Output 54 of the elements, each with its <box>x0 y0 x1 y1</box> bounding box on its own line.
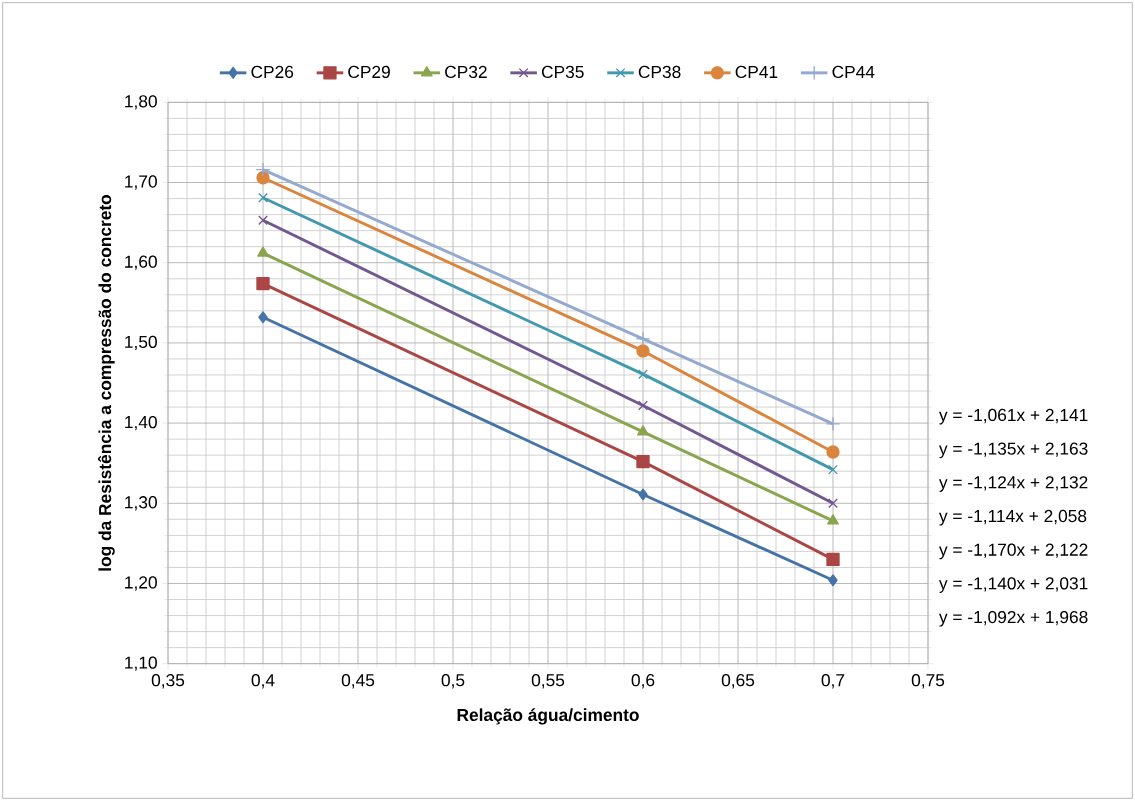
point <box>638 400 648 411</box>
legend-label: CP32 <box>445 65 487 79</box>
point <box>828 464 838 475</box>
x-tick-label: 0,4 <box>251 674 275 689</box>
y-axis-title: log da Resistência a compressão do concreto <box>98 194 115 571</box>
point <box>828 498 838 509</box>
point <box>826 552 840 567</box>
text: y = -1,135x + 2,163 <box>938 442 1088 459</box>
x-tick-label: 0,55 <box>531 674 565 689</box>
text: y = -1,124x + 2,132 <box>938 476 1088 492</box>
x-tick-label: 0,75 <box>911 674 945 689</box>
point <box>638 488 648 501</box>
point <box>636 344 650 358</box>
y-tick-label: 1,60 <box>125 255 157 270</box>
legend-label: CP29 <box>348 65 390 79</box>
x-tick-label: 0,7 <box>821 674 845 689</box>
point <box>635 331 651 347</box>
text: y = -1,170x + 2,122 <box>938 543 1088 560</box>
y-tick-label: 1,10 <box>125 656 157 671</box>
point <box>258 311 268 324</box>
y-tick-label: 1,80 <box>125 95 157 110</box>
point <box>638 369 648 380</box>
y-tick-label: 1,70 <box>125 175 157 190</box>
x-tick-label: 0,45 <box>341 674 375 689</box>
text: y = -1,061x + 2,141 <box>938 408 1088 425</box>
point <box>637 425 649 436</box>
point <box>258 215 268 226</box>
x-tick-label: 0,6 <box>631 674 655 689</box>
point <box>256 171 270 185</box>
point <box>825 416 841 432</box>
point <box>255 162 271 178</box>
y-tick-label: 1,50 <box>125 335 157 351</box>
y-tick-label: 1,30 <box>125 496 157 511</box>
point <box>826 445 840 459</box>
text: y = -1,140x + 2,031 <box>938 577 1088 593</box>
x-tick-label: 0,35 <box>151 674 185 689</box>
legend-label: CP41 <box>735 65 778 79</box>
legend-label: CP38 <box>638 65 681 79</box>
point <box>636 454 650 469</box>
point <box>827 514 839 525</box>
point <box>828 574 838 587</box>
legend-label: CP35 <box>541 65 584 79</box>
x-tick-label: 0,5 <box>441 674 465 689</box>
x-tick-label: 0,65 <box>721 674 755 689</box>
y-tick-label: 1,20 <box>125 576 157 591</box>
x-axis-title: Relação água/cimento <box>457 708 639 725</box>
text: y = -1,114x + 2,058 <box>938 509 1087 526</box>
y-tick-label: 1,40 <box>125 415 157 431</box>
legend-label: CP44 <box>832 65 875 79</box>
text: y = -1,092x + 1,968 <box>938 610 1088 627</box>
point <box>257 246 269 257</box>
point <box>256 276 270 291</box>
legend-label: CP26 <box>251 65 294 79</box>
point <box>258 192 268 203</box>
